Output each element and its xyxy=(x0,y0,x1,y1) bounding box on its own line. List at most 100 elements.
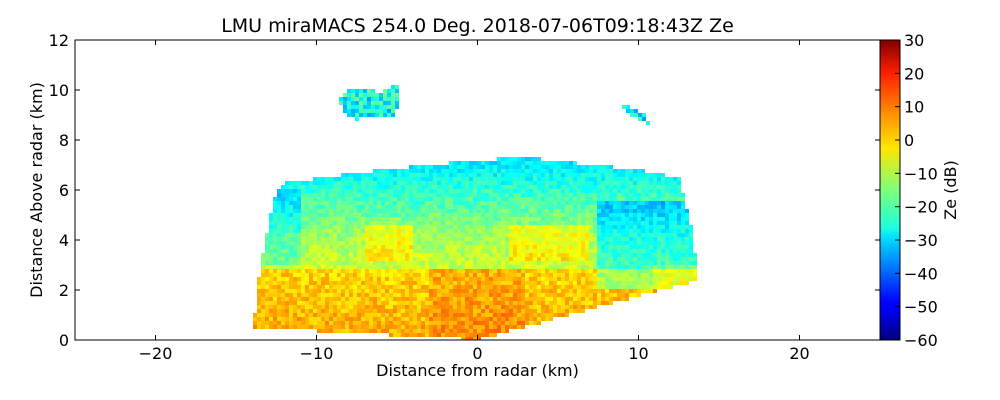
heatmap-cell xyxy=(501,213,505,217)
heatmap-cell xyxy=(617,185,621,189)
heatmap-cell xyxy=(537,197,541,201)
heatmap-cell xyxy=(541,309,545,313)
heatmap-cell xyxy=(497,201,501,205)
heatmap-cell xyxy=(453,213,457,217)
heatmap-cell xyxy=(553,205,557,209)
heatmap-cell xyxy=(333,181,337,185)
heatmap-cell xyxy=(585,265,589,269)
heatmap-cell xyxy=(371,97,375,101)
heatmap-cell xyxy=(273,205,277,209)
heatmap-cell xyxy=(525,305,529,309)
heatmap-cell xyxy=(557,269,561,273)
heatmap-cell xyxy=(329,285,333,289)
heatmap-cell xyxy=(517,205,521,209)
heatmap-cell xyxy=(449,317,453,321)
heatmap-cell xyxy=(457,277,461,281)
heatmap-cell xyxy=(397,273,401,277)
heatmap-cell xyxy=(513,217,517,221)
heatmap-cell xyxy=(685,241,689,245)
heatmap-cell xyxy=(485,297,489,301)
heatmap-cell xyxy=(577,221,581,225)
heatmap-cell xyxy=(685,213,689,217)
heatmap-cell xyxy=(401,197,405,201)
heatmap-cell xyxy=(393,201,397,205)
heatmap-cell xyxy=(653,221,657,225)
heatmap-cell xyxy=(481,317,485,321)
heatmap-cell xyxy=(593,245,597,249)
heatmap-cell xyxy=(649,245,653,249)
heatmap-cell xyxy=(351,109,355,113)
heatmap-cell xyxy=(665,265,669,269)
heatmap-cell xyxy=(309,249,313,253)
heatmap-cell xyxy=(657,225,661,229)
heatmap-cell xyxy=(525,189,529,193)
heatmap-cell xyxy=(337,233,341,237)
heatmap-cell xyxy=(441,173,445,177)
heatmap-cell xyxy=(305,181,309,185)
heatmap-cell xyxy=(501,269,505,273)
heatmap-cell xyxy=(369,233,373,237)
heatmap-cell xyxy=(391,113,395,117)
heatmap-cell xyxy=(545,189,549,193)
heatmap-cell xyxy=(649,197,653,201)
heatmap-cell xyxy=(265,313,269,317)
heatmap-cell xyxy=(301,209,305,213)
heatmap-cell xyxy=(473,177,477,181)
heatmap-cell xyxy=(605,177,609,181)
heatmap-cell xyxy=(369,177,373,181)
heatmap-cell xyxy=(355,113,359,117)
heatmap-cell xyxy=(545,241,549,245)
heatmap-cell xyxy=(501,233,505,237)
heatmap-cell xyxy=(613,221,617,225)
heatmap-cell xyxy=(481,325,485,329)
heatmap-cell xyxy=(537,245,541,249)
heatmap-cell xyxy=(365,293,369,297)
heatmap-cell xyxy=(537,265,541,269)
heatmap-cell xyxy=(309,201,313,205)
heatmap-cell xyxy=(525,249,529,253)
heatmap-cell xyxy=(577,181,581,185)
heatmap-cell xyxy=(441,333,445,337)
heatmap-cell xyxy=(617,289,621,293)
heatmap-cell xyxy=(565,245,569,249)
heatmap-cell xyxy=(269,281,273,285)
heatmap-cell xyxy=(365,329,369,333)
heatmap-cell xyxy=(517,269,521,273)
heatmap-cell xyxy=(521,281,525,285)
heatmap-cell xyxy=(347,109,351,113)
heatmap-cell xyxy=(341,225,345,229)
heatmap-cell xyxy=(441,273,445,277)
heatmap-cell xyxy=(353,297,357,301)
heatmap-cell xyxy=(321,321,325,325)
heatmap-cell xyxy=(525,197,529,201)
heatmap-cell xyxy=(509,177,513,181)
heatmap-cell xyxy=(629,225,633,229)
heatmap-cell xyxy=(673,253,677,257)
heatmap-cell xyxy=(293,293,297,297)
heatmap-cell xyxy=(389,261,393,265)
heatmap-cell xyxy=(565,169,569,173)
heatmap-cell xyxy=(653,269,657,273)
heatmap-cell xyxy=(465,265,469,269)
heatmap-cell xyxy=(449,241,453,245)
heatmap-cell xyxy=(441,225,445,229)
heatmap-cell xyxy=(505,253,509,257)
heatmap-cell xyxy=(685,281,689,285)
heatmap-cell xyxy=(389,265,393,269)
heatmap-cell xyxy=(481,201,485,205)
heatmap-cell xyxy=(393,213,397,217)
heatmap-cell xyxy=(581,297,585,301)
heatmap-cell xyxy=(333,237,337,241)
heatmap-cell xyxy=(333,233,337,237)
heatmap-cell xyxy=(413,317,417,321)
heatmap-cell xyxy=(429,221,433,225)
heatmap-cell xyxy=(305,229,309,233)
heatmap-cell xyxy=(457,189,461,193)
heatmap-cell xyxy=(609,173,613,177)
heatmap-cell xyxy=(505,241,509,245)
heatmap-cell xyxy=(605,221,609,225)
heatmap-cell xyxy=(473,333,477,337)
heatmap-cell xyxy=(493,333,497,337)
heatmap-cell xyxy=(353,273,357,277)
heatmap-cell xyxy=(557,169,561,173)
